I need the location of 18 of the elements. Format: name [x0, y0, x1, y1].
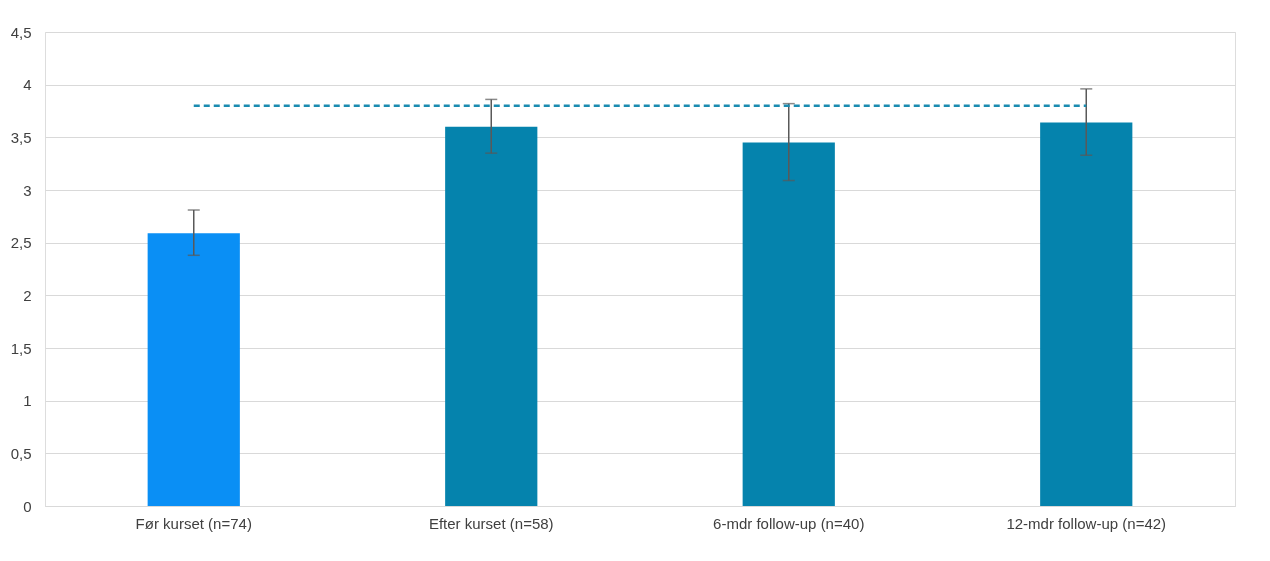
bar — [445, 126, 538, 506]
y-tick-label: 1,5 — [10, 339, 32, 357]
y-tick-label: 3,5 — [10, 128, 32, 146]
x-tick-label: 6-mdr follow-up (n=40) — [713, 514, 865, 532]
x-tick-label: Efter kurset (n=58) — [428, 514, 554, 532]
y-tick-label: 2,5 — [10, 234, 32, 252]
y-tick-label: 0 — [23, 497, 32, 515]
y-tick-label: 4 — [23, 76, 32, 94]
bar — [147, 233, 240, 506]
y-tick-label: 1 — [23, 392, 32, 410]
bar — [1040, 122, 1133, 506]
y-tick-label: 4,5 — [10, 23, 32, 41]
x-tick-label: Før kurset (n=74) — [135, 514, 252, 532]
y-tick-label: 3 — [23, 181, 32, 199]
x-tick-label: 12-mdr follow-up (n=42) — [1006, 514, 1167, 532]
y-tick-label: 0,5 — [10, 444, 32, 462]
y-tick-label: 2 — [23, 286, 32, 304]
bar — [742, 142, 835, 506]
